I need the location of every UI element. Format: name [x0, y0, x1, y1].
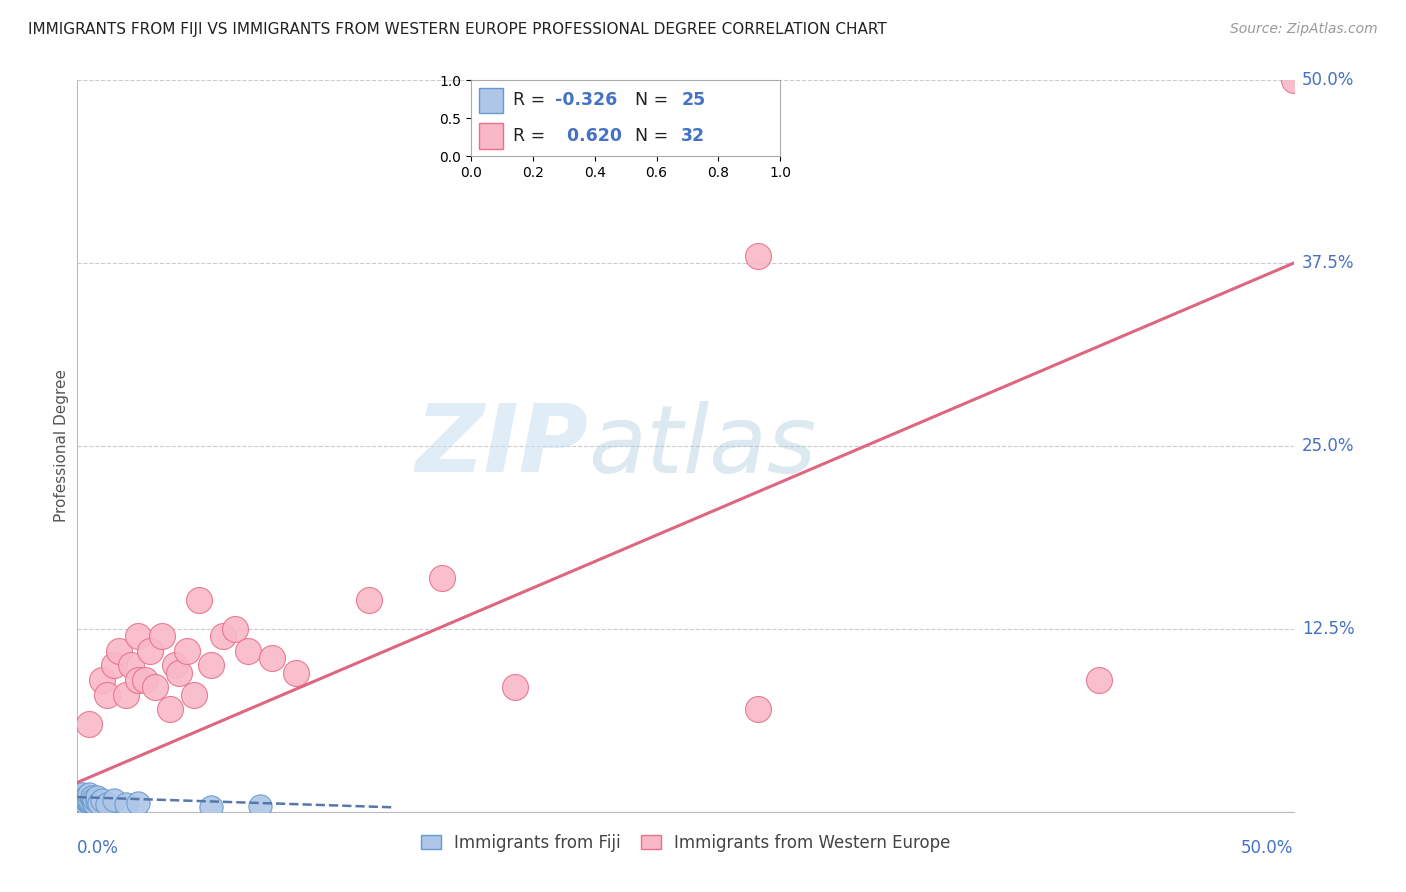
Point [83, 796, 105, 810]
Point [134, 673, 156, 687]
Point [503, 681, 526, 695]
Text: 32: 32 [682, 127, 706, 145]
Point [73, 791, 96, 805]
Text: 0.0%: 0.0% [77, 839, 120, 857]
Point [163, 658, 186, 673]
Text: R =: R = [513, 91, 551, 110]
Point [79, 791, 101, 805]
Text: 12.5%: 12.5% [1302, 620, 1354, 638]
Point [79, 717, 101, 731]
Point [176, 644, 198, 658]
Legend: Immigrants from Fiji, Immigrants from Western Europe: Immigrants from Fiji, Immigrants from We… [413, 827, 957, 858]
Point [107, 644, 129, 658]
Text: -0.326: -0.326 [554, 91, 617, 110]
Text: ZIP: ZIP [415, 400, 588, 492]
Point [96, 688, 118, 702]
Point [103, 658, 125, 673]
Point [430, 571, 453, 585]
Point [73, 796, 96, 810]
Point [76, 795, 98, 809]
Point [200, 658, 222, 673]
Point [285, 665, 308, 680]
Text: N =: N = [636, 127, 673, 145]
Point [79, 787, 101, 801]
Point [200, 800, 222, 814]
Point [152, 629, 174, 643]
Text: 50.0%: 50.0% [1241, 839, 1294, 857]
Point [159, 702, 181, 716]
Point [90, 793, 112, 807]
Text: 37.5%: 37.5% [1302, 254, 1354, 272]
Point [1282, 73, 1305, 87]
Point [747, 702, 769, 716]
Text: N =: N = [636, 91, 673, 110]
Point [83, 791, 105, 805]
Point [86, 790, 108, 805]
Point [139, 644, 162, 658]
Point [169, 665, 191, 680]
Text: R =: R = [513, 127, 551, 145]
Point [183, 688, 205, 702]
Bar [479, 123, 503, 149]
Point [69, 790, 91, 805]
Point [127, 673, 149, 687]
Point [359, 592, 381, 607]
Text: atlas: atlas [588, 401, 817, 491]
Point [70, 787, 93, 801]
Text: 25.0%: 25.0% [1302, 437, 1354, 455]
Point [90, 673, 112, 687]
Point [120, 658, 142, 673]
Point [76, 789, 98, 803]
Point [127, 629, 149, 643]
Point [70, 793, 93, 807]
Point [224, 622, 246, 636]
Point [127, 796, 149, 810]
Point [79, 795, 101, 809]
Text: 50.0%: 50.0% [1302, 71, 1354, 89]
Point [747, 249, 769, 263]
Point [249, 798, 271, 813]
Point [260, 651, 283, 665]
Text: 0.620: 0.620 [554, 127, 621, 145]
Point [86, 795, 108, 809]
Point [236, 644, 259, 658]
Text: Source: ZipAtlas.com: Source: ZipAtlas.com [1230, 22, 1378, 37]
Point [212, 629, 235, 643]
Point [96, 797, 118, 812]
Y-axis label: Professional Degree: Professional Degree [53, 369, 69, 523]
Point [80, 790, 103, 805]
Point [188, 592, 211, 607]
Point [1088, 673, 1111, 687]
Point [115, 797, 138, 812]
Text: 25: 25 [682, 91, 706, 110]
Bar [479, 88, 503, 113]
Point [103, 793, 125, 807]
Point [143, 681, 166, 695]
Text: IMMIGRANTS FROM FIJI VS IMMIGRANTS FROM WESTERN EUROPE PROFESSIONAL DEGREE CORRE: IMMIGRANTS FROM FIJI VS IMMIGRANTS FROM … [28, 22, 887, 37]
Point [115, 688, 138, 702]
Point [89, 796, 111, 810]
Point [80, 793, 103, 807]
Point [76, 793, 98, 807]
